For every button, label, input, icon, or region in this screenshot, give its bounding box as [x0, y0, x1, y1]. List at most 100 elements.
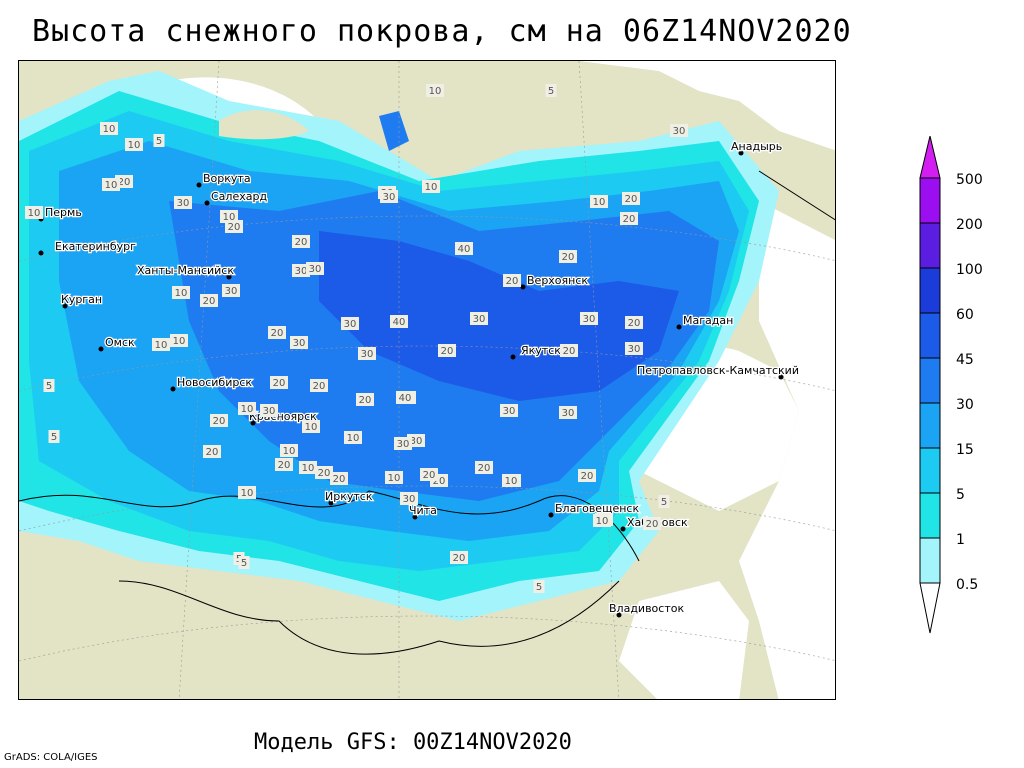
city-label: Благовещенск — [555, 502, 639, 515]
map-title: Высота снежного покрова, см на 06Z14NOV2… — [32, 14, 852, 49]
contour-label-text: 10 — [175, 288, 188, 299]
city-15: Петропавловск-Камчатский — [636, 363, 800, 380]
legend-swatch-1 — [919, 492, 941, 539]
city-label: Владивосток — [609, 602, 684, 615]
contour-label-text: 10 — [302, 463, 315, 474]
contour-label: 20 — [438, 344, 456, 357]
city-18: Владивосток — [608, 601, 686, 618]
contour-label-text: 20 — [441, 346, 454, 357]
contour-label: 20 — [559, 250, 577, 263]
contour-label: 20 — [560, 344, 578, 357]
contour-label: 10 — [152, 338, 170, 351]
contour-label-text: 20 — [646, 519, 659, 530]
contour-label: 20 — [315, 466, 333, 479]
contour-label-text: 5 — [156, 136, 162, 147]
city-10: Иркутск — [324, 489, 374, 506]
city-label: Верхоянск — [527, 274, 588, 287]
contour-label-text: 20 — [295, 237, 308, 248]
city-dot — [226, 274, 232, 280]
contour-label-text: 20 — [278, 460, 291, 471]
legend-label-500: 500 — [956, 172, 983, 188]
legend-label-1: 1 — [956, 532, 965, 548]
legend-swatch-15 — [919, 402, 941, 449]
contour-label-text: 10 — [241, 404, 254, 415]
city-dot — [204, 200, 210, 206]
contour-label: 30 — [358, 347, 376, 360]
city-label: Чита — [409, 504, 437, 517]
legend-label-45: 45 — [956, 352, 974, 368]
contour-label: 20 — [270, 376, 288, 389]
contour-label-text: 20 — [433, 476, 446, 487]
contour-label-text: 20 — [423, 470, 436, 481]
city-dot — [676, 324, 682, 330]
city-12: Верхоянск — [520, 273, 590, 290]
city-13: Якутск — [510, 343, 563, 360]
city-dot — [620, 526, 626, 532]
contour-label: 30 — [400, 492, 418, 505]
city-dot — [250, 420, 256, 426]
contour-label-text: 30 — [583, 314, 596, 325]
city-label: Магадан — [683, 314, 733, 327]
contour-label-text: 30 — [263, 406, 276, 417]
contour-label-text: 30 — [309, 264, 322, 275]
city-3: Пермь — [38, 205, 83, 222]
contour-label-text: 20 — [359, 395, 372, 406]
grads-credit: GrADS: COLA/IGES — [4, 752, 98, 763]
contour-label: 20 — [268, 326, 286, 339]
contour-label-text: 20 — [623, 214, 636, 225]
model-run-footer: Модель GFS: 00Z14NOV2020 — [254, 730, 572, 755]
contour-label-text: 10 — [223, 212, 236, 223]
contour-label-text: 40 — [458, 244, 471, 255]
contour-label-text: 10 — [28, 208, 41, 219]
contour-label: 30 — [341, 317, 359, 330]
contour-label: 5 — [48, 430, 60, 443]
city-dot — [738, 150, 744, 156]
city-label: Иркутск — [325, 490, 373, 503]
contour-label: 20 — [203, 445, 221, 458]
contour-label: 10 — [280, 444, 298, 457]
contour-label: 30 — [222, 284, 240, 297]
contour-label-text: 20 — [506, 276, 519, 287]
contour-label-text: 5 — [51, 432, 57, 443]
contour-label-text: 5 — [661, 497, 667, 508]
legend-swatch-5 — [919, 447, 941, 494]
contour-label: 10 — [220, 210, 238, 223]
contour-label-text: 30 — [410, 436, 423, 447]
borders — [19, 170, 835, 655]
city-dot — [38, 250, 44, 256]
contour-label: 10 — [502, 474, 520, 487]
contour-label-text: 20 — [213, 416, 226, 427]
contour-label: 20 — [625, 316, 643, 329]
city-11: Чита — [408, 503, 438, 520]
contour-label-text: 30 — [673, 126, 686, 137]
contour-label-text: 10 — [505, 476, 518, 487]
novaya-zemlya — [219, 110, 309, 140]
contour-label-text: 10 — [305, 422, 318, 433]
contour-label: 20 — [356, 393, 374, 406]
contour-label: 20 — [275, 458, 293, 471]
contour-label: 20 — [475, 461, 493, 474]
contour-label: 30 — [174, 196, 192, 209]
snow-depth-map: Анадырь Воркута Салехард Пермь Екатеринбург Х… — [18, 60, 836, 700]
contour-label-text: 20 — [313, 381, 326, 392]
contour-label: 30 — [670, 124, 688, 137]
contour-label: 30 — [500, 404, 518, 417]
contour-label-text: 10 — [429, 86, 442, 97]
contour-label-text: 30 — [383, 192, 396, 203]
grid-lines — [19, 61, 835, 699]
city-label: Новосибирск — [177, 376, 252, 389]
contour-label-text: 20 — [562, 252, 575, 263]
contour-label-text: 20 — [628, 318, 641, 329]
city-dot — [778, 374, 784, 380]
legend-swatch-30 — [919, 357, 941, 404]
legend-label-5: 5 — [956, 487, 965, 503]
contour-label: 10 — [385, 471, 403, 484]
legend-label-60: 60 — [956, 307, 974, 323]
contour-label-text: 20 — [206, 447, 219, 458]
contour-label: 20 — [225, 220, 243, 233]
contour-label: 20 — [578, 469, 596, 482]
contour-label: 30 — [306, 262, 324, 275]
pacific-ocean — [739, 201, 835, 699]
city-16: Благовещенск — [548, 501, 641, 518]
contour-label: 5 — [545, 84, 557, 97]
